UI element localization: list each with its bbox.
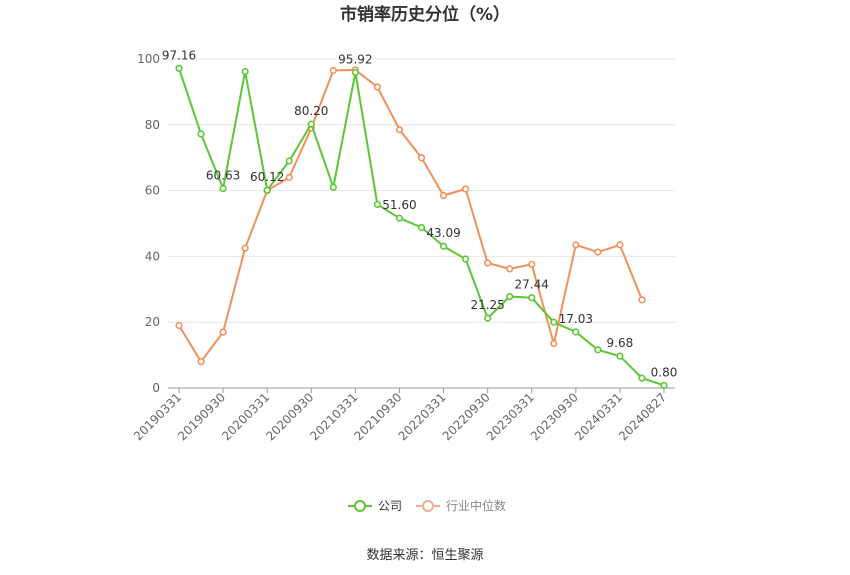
legend-label-company: 公司 bbox=[378, 499, 402, 513]
data-label: 21.25 bbox=[470, 298, 504, 312]
data-label: 60.63 bbox=[206, 169, 240, 183]
data-point-0[interactable] bbox=[484, 314, 492, 322]
data-point-1[interactable] bbox=[638, 296, 646, 304]
data-labels: 97.16 60.63 60.12 80.20 95.92 51.60 43.09 21.25… bbox=[162, 48, 678, 379]
data-label: 9.68 bbox=[607, 336, 634, 350]
data-point-0[interactable] bbox=[395, 214, 404, 222]
data-point-0[interactable] bbox=[175, 64, 183, 72]
data-point-0[interactable] bbox=[307, 120, 315, 128]
data-point-1[interactable] bbox=[219, 328, 227, 336]
data-point-0[interactable] bbox=[506, 292, 514, 301]
data-point-0[interactable] bbox=[197, 130, 205, 138]
data-point-0[interactable] bbox=[572, 328, 580, 336]
data-point-0[interactable] bbox=[263, 186, 271, 194]
data-point-0[interactable] bbox=[373, 200, 382, 209]
x-tick-label: 20240827 bbox=[616, 390, 669, 443]
data-point-1[interactable] bbox=[395, 126, 404, 134]
data-point-1[interactable] bbox=[506, 265, 514, 273]
chart-title: 市销率历史分位（%） bbox=[340, 4, 510, 25]
series-line-1 bbox=[178, 68, 643, 363]
data-point-0[interactable] bbox=[439, 242, 448, 250]
data-point-1[interactable] bbox=[528, 260, 536, 268]
data-point-0[interactable] bbox=[417, 223, 426, 232]
data-point-0[interactable] bbox=[219, 184, 227, 193]
data-label: 60.12 bbox=[250, 170, 284, 184]
data-point-1[interactable] bbox=[329, 66, 337, 75]
data-point-1[interactable] bbox=[594, 248, 602, 256]
data-point-1[interactable] bbox=[484, 259, 492, 267]
data-point-1[interactable] bbox=[197, 358, 205, 366]
data-point-0[interactable] bbox=[461, 255, 470, 263]
data-label: 97.16 bbox=[162, 48, 196, 62]
y-axis: 0 20 40 60 80 100 bbox=[137, 52, 160, 395]
data-point-0[interactable] bbox=[638, 374, 646, 382]
legend-item-industry-median[interactable]: 行业中位数 bbox=[416, 498, 506, 513]
data-label: 0.80 bbox=[651, 365, 678, 379]
data-point-0[interactable] bbox=[550, 318, 558, 326]
data-label: 43.09 bbox=[426, 226, 460, 240]
x-axis: 2019033120190930202003312020093020210331… bbox=[131, 387, 675, 443]
data-point-0[interactable] bbox=[528, 294, 536, 302]
y-tick-label: 100 bbox=[137, 52, 160, 66]
y-tick-label: 20 bbox=[145, 315, 160, 329]
data-point-0[interactable] bbox=[616, 352, 624, 360]
data-point-1[interactable] bbox=[572, 241, 580, 249]
y-tick-label: 0 bbox=[152, 381, 160, 395]
data-point-0[interactable] bbox=[594, 346, 602, 354]
data-point-1[interactable] bbox=[285, 173, 293, 182]
data-point-0[interactable] bbox=[285, 157, 293, 165]
series-layer bbox=[175, 64, 668, 389]
y-tick-label: 80 bbox=[145, 118, 160, 132]
data-point-1[interactable] bbox=[461, 185, 470, 193]
legend-marker-company bbox=[354, 500, 366, 512]
legend-marker-industry-median bbox=[422, 500, 434, 512]
data-point-1[interactable] bbox=[417, 154, 426, 162]
data-label: 80.20 bbox=[294, 104, 328, 118]
legend-item-company[interactable]: 公司 bbox=[348, 499, 402, 513]
y-tick-label: 40 bbox=[145, 249, 160, 263]
data-point-1[interactable] bbox=[175, 321, 183, 330]
legend-label-industry-median: 行业中位数 bbox=[446, 498, 506, 513]
data-label: 27.44 bbox=[515, 278, 549, 292]
data-point-1[interactable] bbox=[241, 244, 249, 252]
legend: 公司 行业中位数 bbox=[348, 498, 506, 513]
data-point-0[interactable] bbox=[351, 68, 359, 77]
data-point-0[interactable] bbox=[329, 183, 337, 191]
data-point-0[interactable] bbox=[241, 67, 249, 76]
data-label: 95.92 bbox=[338, 52, 372, 66]
grid-lines bbox=[168, 58, 675, 323]
data-label: 51.60 bbox=[382, 198, 416, 212]
data-point-1[interactable] bbox=[616, 241, 624, 249]
data-point-1[interactable] bbox=[550, 339, 558, 348]
data-point-1[interactable] bbox=[439, 191, 448, 200]
y-tick-label: 60 bbox=[145, 184, 160, 198]
data-point-1[interactable] bbox=[373, 83, 382, 91]
data-label: 17.03 bbox=[559, 312, 593, 326]
data-point-0[interactable] bbox=[660, 381, 668, 389]
data-source: 数据来源：恒生聚源 bbox=[366, 548, 483, 563]
